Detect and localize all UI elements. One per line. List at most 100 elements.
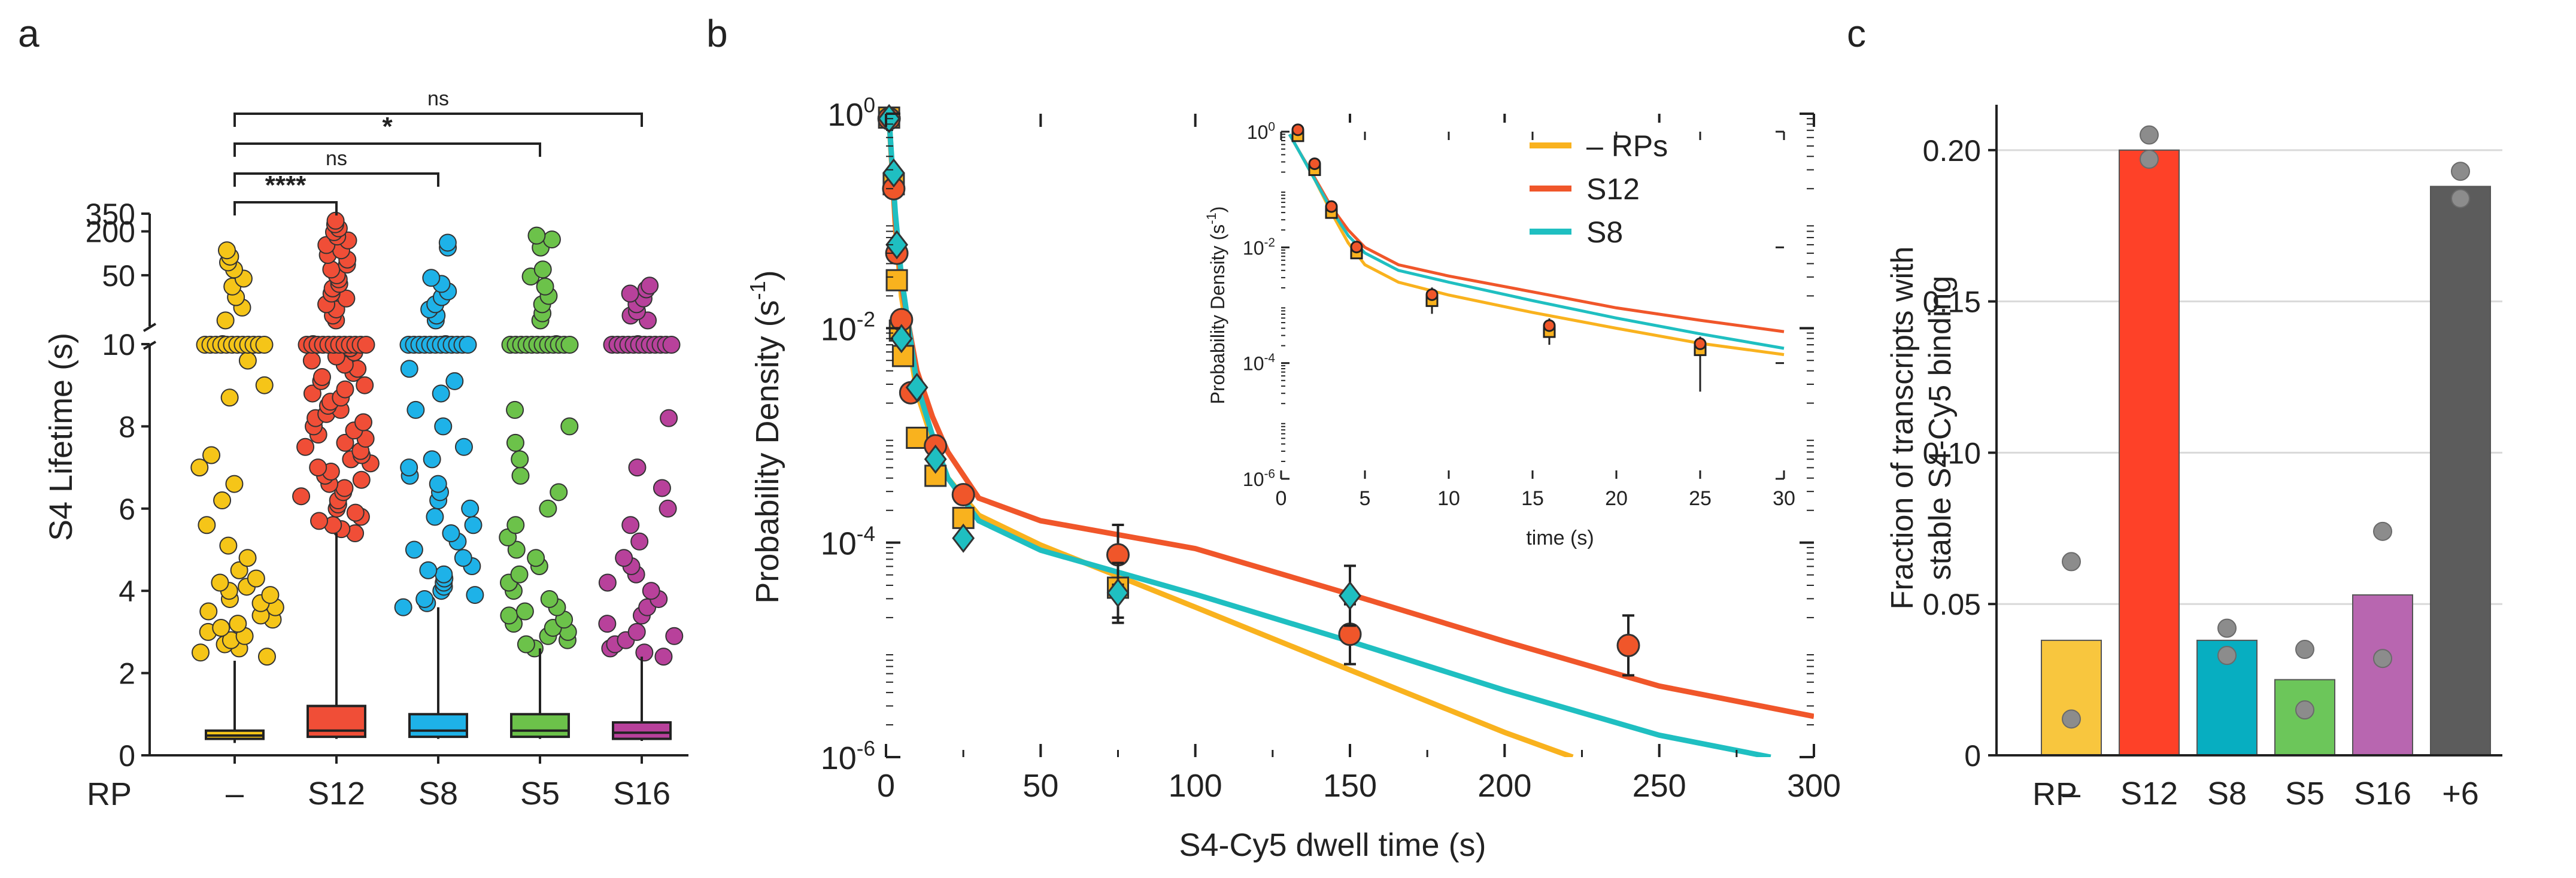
panel-a-outlier-point [211,573,229,592]
inset-xtick-label: 15 [1521,487,1544,510]
panel-a-outlier-point [322,260,341,279]
panel-a-outlier-point [615,549,633,567]
panel-a-outlier-point [659,499,677,518]
replicate-point [2062,552,2081,572]
data-point-diamond [905,372,929,402]
panel-a-outlier-point [454,438,473,456]
panel-a-xtick-label-0: – [226,776,244,812]
panel-c-ylabel-line2: stable S4-Cy5 binding [1923,276,1958,581]
inset-ytick-label: 10-4 [1243,351,1275,374]
significance-label: **** [265,171,307,200]
panel-c-ytick-label: 0.10 [1923,436,1981,470]
panel-b-xlabel: S4-Cy5 dwell time (s) [1179,827,1486,863]
panel-a-outlier-point [506,516,525,534]
panel-a-outlier-point [230,561,248,579]
panel-a-outlier-point [454,549,472,567]
significance-bracket [233,113,643,127]
panel-a-outlier-point [654,648,673,666]
panel-a-outlier-point [464,516,483,534]
inset-xtick-label: 10 [1437,487,1460,510]
panel-a-outlier-point [335,479,354,497]
panel-a-outlier-point [406,400,425,419]
panel-a-outlier-point [621,284,639,303]
panel-a-outlier-point [507,540,526,559]
panel-a-outlier-point [435,565,453,584]
panel-b-xtick-label: 300 [1787,768,1841,804]
legend: – RPs S12 S8 [1530,129,1668,249]
panel-c-barchart: 0 0.05 0.10 0.15 0.20 – S12 S8 S5 S16 +6 Fraction … [1885,105,2502,812]
panel-a-outlier-point [310,512,329,530]
panel-a-outlier-point [212,619,230,637]
inset-ytick-label: 10-6 [1243,467,1275,490]
panel-a-group-2 [394,233,484,739]
inset-xtick-label: 25 [1689,487,1712,510]
panel-a-outlier-point [346,503,365,522]
panel-a-outlier-point [642,582,660,600]
panel-a-outlier-point [415,590,434,608]
inset-axes: 0 5 10 15 20 25 30 100 10-2 10-4 10-6 [1243,120,1795,510]
significance-label: * [382,112,393,141]
inset-xtick-label: 30 [1773,487,1795,510]
panel-a-outlier-point [303,384,321,403]
legend-label-0: – RPs [1586,129,1668,163]
replicate-point [2451,189,2470,208]
inset-point-circle [1350,241,1363,254]
data-point-square [885,269,908,291]
panel-c-xtick-label-4: S16 [2354,776,2411,812]
inset-xtick-label: 20 [1605,487,1628,510]
data-point-diamond [890,324,913,354]
panel-a-group-1 [292,211,380,739]
panel-a-outlier-point [662,336,681,354]
data-point-diamond [1339,581,1361,610]
panel-c-ylabel-line1: Fraction of transcripts with [1885,247,1920,610]
panel-a-outlier-point [312,367,331,386]
panel-a-ytick-label: 6 [119,493,135,526]
replicate-point [2295,700,2314,720]
panel-a-ytick-label: 8 [119,410,135,443]
panel-a-outlier-point [336,433,354,452]
panel-b-marks [877,104,1814,757]
panel-a-ytick-label: 50 [102,259,135,293]
panel-a-outlier-point [432,384,450,403]
panel-a-box [510,713,570,739]
panel-c-xtick-label-2: S8 [2207,776,2247,812]
panel-a-outlier-point [225,475,244,493]
panel-a-group-0 [190,241,284,743]
panel-a-outlier-point [550,483,568,502]
significance-bracket [233,201,338,215]
panel-a-box [307,704,366,739]
panel-a-xtick-label-4: S16 [613,776,670,812]
panel-a-outlier-point [419,561,438,579]
inset-xlabel: time (s) [1526,527,1594,549]
bar-4 [2352,594,2413,756]
panel-c-ytick-label: 0.05 [1923,588,1981,621]
panel-a-xtick-label-1: S12 [308,776,365,812]
panel-b-ytick-label: 100 [827,93,875,133]
significance-bracket [233,172,439,187]
panel-a-outlier-point [216,311,235,330]
bar-1 [2119,149,2180,756]
panel-a-outlier-point [336,380,354,399]
panel-a-outlier-point [461,499,480,518]
replicate-point [2295,640,2314,660]
panel-a-outlier-point [445,372,464,390]
replicate-point [2140,150,2159,169]
panel-a-outlier-point [405,540,423,559]
panel-a-box [408,713,468,739]
panel-letter-b: b [706,12,728,55]
inset-point-circle [1308,157,1321,171]
bar-5 [2430,186,2491,757]
replicate-point [2373,649,2392,669]
panel-a-outlier-point [511,466,530,485]
panel-c-gridlines [1997,149,2502,605]
panel-b-ylabel: Probability Density (s-1) [745,270,785,603]
panel-a-outlier-point [515,602,534,621]
inset-point-circle [1425,288,1439,301]
data-point-circle [1616,633,1640,657]
panel-a-xtick-label-3: S5 [520,776,560,812]
panel-c-xtick-label-0: – [2062,776,2080,812]
